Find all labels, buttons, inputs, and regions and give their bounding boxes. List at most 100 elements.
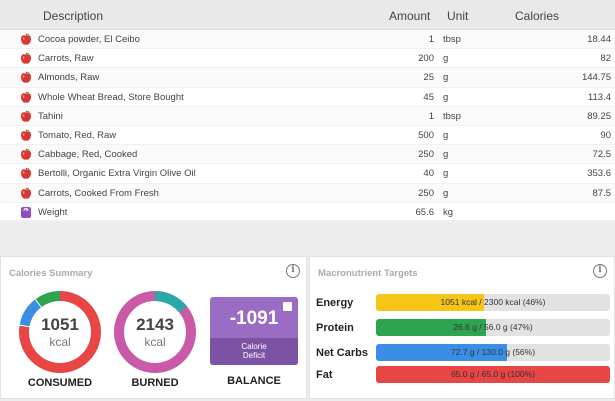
row-calories: 89.25 (587, 110, 611, 122)
flag-icon (283, 302, 292, 311)
row-amount: 45 (423, 91, 434, 103)
consumed-ring (19, 291, 101, 373)
balance-sub-calorie: Calorie (241, 342, 267, 351)
row-amount: 250 (418, 187, 434, 199)
balance-box[interactable]: -1091 Calorie Deficit (210, 297, 298, 365)
table-row[interactable]: Weight 65.6 kg (0, 203, 615, 222)
apple-icon (20, 148, 32, 161)
apple-icon (20, 33, 32, 46)
row-description: Carrots, Cooked From Fresh (38, 187, 159, 199)
table-body: Cocoa powder, El Ceibo 1 tbsp 18.44 Carrots,… (0, 30, 615, 222)
row-calories: 82 (600, 53, 611, 65)
macro-bar-text: 65.0 g / 65.0 g (100%) (450, 369, 536, 379)
calories-summary-title: Calories Summary (9, 268, 93, 279)
macro-bar-text: 26.6 g / 56.0 g (47%) (453, 322, 533, 332)
macro-bar-text: 72.7 g / 130.0 g (56%) (450, 347, 536, 357)
consumed-segment-protein (19, 291, 101, 373)
row-unit: g (443, 168, 449, 180)
row-unit: g (443, 72, 449, 84)
row-amount: 25 (423, 72, 434, 84)
table-row[interactable]: Carrots, Cooked From Fresh 250 g 87.5 (0, 183, 615, 203)
row-calories: 353.6 (587, 168, 611, 180)
row-description: Cocoa powder, El Ceibo (38, 34, 140, 45)
row-calories: 113.4 (587, 91, 611, 103)
column-description[interactable]: Description (43, 9, 104, 23)
macronutrient-targets-card: Macronutrient Targets i Energy 1051 kcal … (309, 256, 615, 399)
table-header: Description Amount Unit Calories (0, 0, 615, 30)
macro-label: Net Carbs (316, 347, 368, 359)
apple-icon (20, 167, 32, 180)
row-description: Cabbage, Red, Cooked (38, 149, 138, 161)
row-unit: g (443, 149, 449, 161)
macro-row-net-carbs[interactable]: Net Carbs 72.7 g / 130.0 g (56%) (310, 342, 615, 362)
balance-sub-deficit: Deficit (242, 351, 266, 360)
table-row[interactable]: Bertolli, Organic Extra Virgin Olive Oil… (0, 164, 615, 184)
macro-bar-fill (376, 319, 486, 336)
macro-label: Energy (316, 297, 354, 309)
macro-bar-fill (376, 366, 610, 383)
table-row[interactable]: Cocoa powder, El Ceibo 1 tbsp 18.44 (0, 30, 615, 50)
apple-icon (20, 187, 32, 200)
info-icon[interactable]: i (593, 264, 607, 278)
table-row[interactable]: Tomato, Red, Raw 500 g 90 (0, 126, 615, 146)
row-amount: 250 (418, 149, 434, 161)
info-icon[interactable]: i (286, 264, 300, 278)
table-row[interactable]: Almonds, Raw 25 g 144.75 (0, 68, 615, 88)
macronutrient-targets-title: Macronutrient Targets (318, 268, 418, 279)
burned-value: 2143 (136, 315, 174, 334)
food-diary-table: Description Amount Unit Calories Cocoa p… (0, 0, 615, 222)
row-unit: g (443, 53, 449, 65)
row-amount: 500 (418, 129, 434, 141)
row-unit: g (443, 187, 449, 199)
row-calories: 144.75 (581, 72, 611, 84)
macro-bar-track: 26.6 g / 56.0 g (47%) (376, 319, 610, 336)
row-description: Weight (38, 206, 68, 218)
row-calories: 72.5 (592, 149, 612, 161)
macro-bar-track: 1051 kcal / 2300 kcal (46%) (376, 294, 610, 311)
row-description: Carrots, Raw (38, 53, 94, 65)
row-unit: tbsp (443, 110, 461, 122)
row-amount: 1 (428, 110, 434, 122)
row-description: Whole Wheat Bread, Store Bought (38, 91, 184, 103)
burned-unit: kcal (144, 335, 166, 349)
row-unit: g (443, 129, 449, 141)
apple-icon (20, 129, 32, 142)
table-row[interactable]: Carrots, Raw 200 g 82 (0, 49, 615, 69)
column-unit[interactable]: Unit (447, 9, 469, 23)
table-row[interactable]: Cabbage, Red, Cooked 250 g 72.5 (0, 145, 615, 165)
macro-bar-text: 1051 kcal / 2300 kcal (46%) (440, 297, 546, 307)
consumed-label: CONSUMED (27, 377, 93, 389)
macro-row-energy[interactable]: Energy 1051 kcal / 2300 kcal (46%) (310, 292, 615, 312)
column-calories[interactable]: Calories (515, 9, 560, 23)
balance-value: -1091 (229, 308, 279, 329)
consumed-unit: kcal (49, 335, 71, 349)
macro-label: Fat (316, 369, 333, 381)
balance-footer: Calorie Deficit (210, 338, 298, 365)
apple-icon (20, 91, 32, 104)
macro-row-fat[interactable]: Fat 65.0 g / 65.0 g (100%) (310, 364, 615, 384)
macro-label: Protein (316, 322, 354, 334)
burned-segment-activity (114, 291, 196, 373)
burned-label: BURNED (131, 377, 179, 389)
macro-row-protein[interactable]: Protein 26.6 g / 56.0 g (47%) (310, 317, 615, 337)
table-row[interactable]: Tahini 1 tbsp 89.25 (0, 106, 615, 126)
macro-bar-track: 72.7 g / 130.0 g (56%) (376, 344, 610, 361)
apple-icon (20, 71, 32, 84)
row-amount: 40 (423, 168, 434, 180)
macro-bar-track: 65.0 g / 65.0 g (100%) (376, 366, 610, 383)
burned-donut[interactable]: 2143 kcal (113, 290, 197, 374)
row-description: Almonds, Raw (38, 72, 100, 84)
row-unit: kg (443, 206, 454, 218)
column-amount[interactable]: Amount (389, 9, 431, 23)
row-amount: 65.6 (415, 206, 435, 218)
row-amount: 1 (428, 34, 434, 45)
balance-label: BALANCE (227, 375, 281, 387)
consumed-donut[interactable]: 1051 kcal (18, 290, 102, 374)
burned-ring (114, 291, 196, 373)
table-row[interactable]: Whole Wheat Bread, Store Bought 45 g 113.4 (0, 88, 615, 107)
row-amount: 200 (418, 53, 434, 65)
row-description: Bertolli, Organic Extra Virgin Olive Oil (38, 168, 196, 180)
row-unit: g (443, 91, 449, 103)
row-description: Tomato, Red, Raw (38, 129, 117, 141)
macro-bar-fill (376, 344, 508, 361)
